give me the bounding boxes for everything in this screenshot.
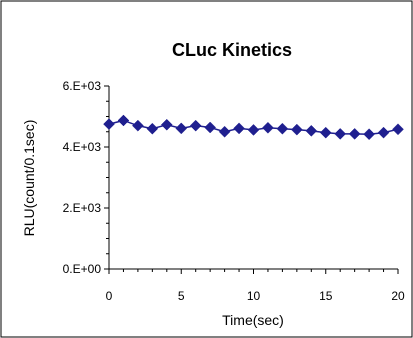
- data-point: [334, 128, 347, 140]
- data-point: [319, 126, 332, 139]
- y-tick-label: 2.E+03: [63, 201, 102, 215]
- data-point: [233, 122, 245, 135]
- x-axis-label: Time(sec): [222, 312, 284, 328]
- y-tick-label: 6.E+03: [63, 79, 102, 93]
- x-tick-label: 10: [247, 289, 261, 303]
- data-point: [305, 124, 318, 137]
- ticks-group: [104, 85, 399, 274]
- x-tick-label: 15: [319, 289, 333, 303]
- data-point: [363, 128, 375, 141]
- y-tick-label: 4.E+03: [63, 140, 102, 154]
- data-point: [175, 122, 188, 135]
- data-point: [276, 122, 289, 135]
- y-tick-label: 0.E+00: [63, 262, 102, 276]
- data-point: [117, 114, 130, 127]
- data-point: [392, 123, 404, 136]
- y-axis-label: RLU(count/0.1sec): [21, 120, 37, 237]
- data-point: [218, 125, 231, 138]
- data-point: [290, 123, 303, 136]
- data-point: [160, 118, 173, 131]
- data-point: [377, 126, 390, 139]
- x-tick-label: 20: [391, 289, 405, 303]
- tick-labels-group: 0.E+00 2.E+03 4.E+03 6.E+03 0 5 10 15 20: [63, 79, 405, 303]
- data-point: [189, 119, 202, 132]
- series-group: [103, 114, 404, 141]
- data-point: [204, 121, 217, 134]
- data-point: [348, 128, 361, 140]
- data-point: [146, 122, 159, 135]
- chart-title: CLuc Kinetics: [172, 40, 292, 60]
- data-point: [132, 119, 144, 132]
- data-point: [247, 124, 260, 136]
- x-tick-label: 5: [178, 289, 185, 303]
- x-tick-label: 0: [106, 289, 113, 303]
- data-point: [103, 118, 115, 130]
- data-point: [262, 121, 274, 134]
